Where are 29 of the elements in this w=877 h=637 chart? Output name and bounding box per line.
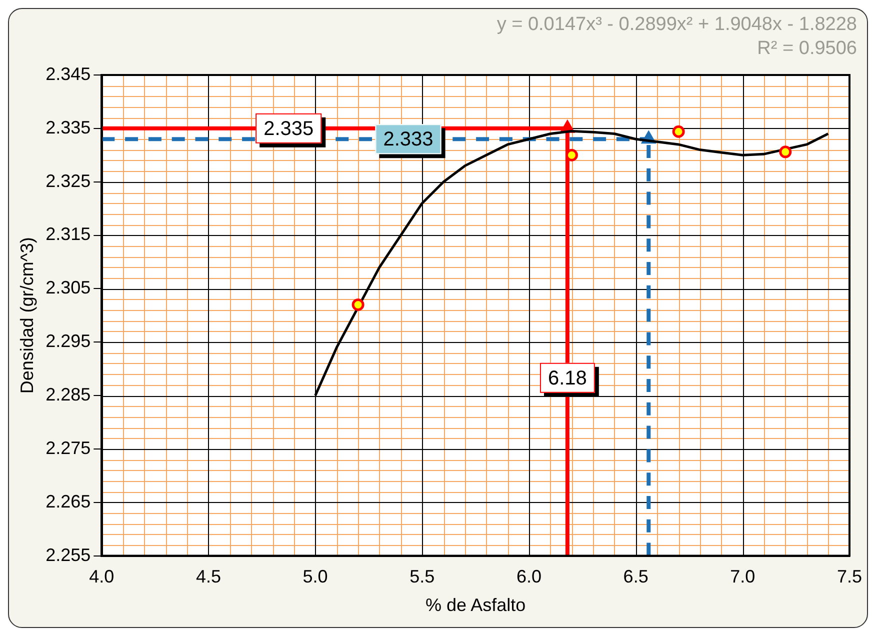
y-tick-label: 2.335 [46,117,91,138]
x-tick-label: 4.5 [196,566,221,587]
y-tick-label: 2.295 [46,331,91,352]
y-tick-label: 2.285 [46,384,91,404]
y-tick-label: 2.265 [46,491,91,512]
x-tick-label: 7.5 [836,566,862,587]
y-tick-label: 2.345 [46,64,91,84]
y-tick-label: 2.275 [46,438,91,458]
x-axis-title: % de Asfalto [426,595,526,616]
x-tick-label: 6.5 [623,566,648,587]
point [565,148,578,162]
point [779,146,792,158]
point [672,125,685,138]
x-tick-label: 5.5 [410,566,435,587]
y-tick-label: 2.255 [46,544,91,565]
y-tick-label: 2.315 [46,224,91,244]
x-tick-label: 4.0 [89,566,114,587]
y-axis-title: Densidad (gr/cm^3) [16,237,37,394]
point [352,298,364,311]
x-tick-label: 7.0 [730,566,756,587]
ref-line-label: 6.18 [548,367,587,390]
ref-line-label: 2.333 [383,128,434,151]
x-tick-label: 5.0 [302,566,328,587]
text: y = 0.0147x³ - 0.2899x² + 1.9048x - 1.8228 [496,14,857,36]
x-tick-label: 6.0 [516,566,542,587]
y-tick-label: 2.305 [46,278,91,298]
y-tick-label: 2.325 [46,170,91,191]
ref-line-label: 2.335 [264,118,314,140]
text: R² = 0.9506 [757,38,857,60]
